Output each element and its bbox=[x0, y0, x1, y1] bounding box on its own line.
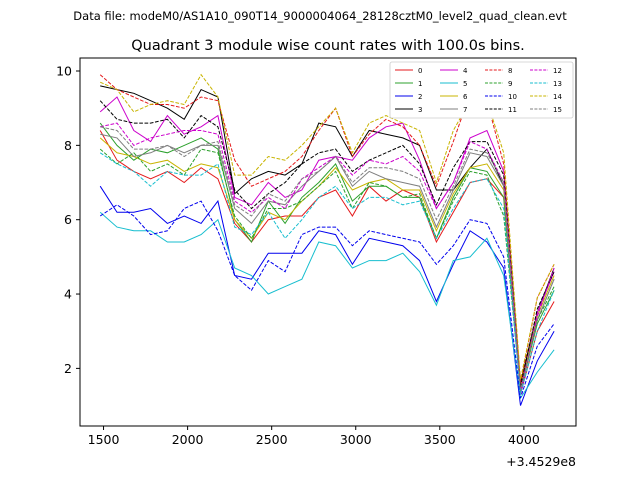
series-line-3 bbox=[100, 85, 555, 384]
y-tick-label: 6 bbox=[64, 212, 72, 227]
x-axis-offset-label: +3.4529e8 bbox=[506, 454, 576, 469]
legend-label-13: 13 bbox=[553, 80, 562, 88]
legend-label-9: 9 bbox=[508, 80, 512, 88]
legend-label-8: 8 bbox=[508, 67, 512, 75]
y-axis: 2 4 6 8 10 bbox=[56, 64, 80, 376]
series-line-9 bbox=[99, 148, 555, 391]
x-tick-label: 3500 bbox=[424, 432, 456, 447]
y-tick-label: 4 bbox=[64, 287, 72, 302]
legend-label-3: 3 bbox=[418, 106, 422, 114]
legend-label-6: 6 bbox=[463, 93, 468, 101]
legend-label-12: 12 bbox=[553, 67, 562, 75]
y-tick-label: 10 bbox=[56, 64, 72, 79]
y-tick-label: 8 bbox=[64, 138, 72, 153]
chart-title: Quadrant 3 module wise count rates with … bbox=[131, 38, 525, 54]
legend-label-1: 1 bbox=[418, 80, 422, 88]
series-line-6 bbox=[99, 137, 555, 388]
x-tick-label: 1500 bbox=[88, 432, 120, 447]
legend-label-15: 15 bbox=[553, 106, 562, 114]
x-tick-label: 4000 bbox=[508, 432, 540, 447]
x-tick-label: 3000 bbox=[340, 432, 372, 447]
legend-label-7: 7 bbox=[463, 106, 467, 114]
legend-label-5: 5 bbox=[463, 80, 467, 88]
legend-label-0: 0 bbox=[418, 67, 422, 75]
series-line-14 bbox=[99, 73, 555, 380]
series-line-11 bbox=[99, 100, 555, 388]
x-tick-label: 2500 bbox=[256, 432, 288, 447]
series-line-13 bbox=[99, 152, 555, 395]
series-line-5 bbox=[99, 211, 555, 400]
plot-area-frame bbox=[79, 57, 577, 427]
legend-label-11: 11 bbox=[508, 106, 517, 114]
y-tick-label: 2 bbox=[64, 361, 72, 376]
legend-label-2: 2 bbox=[418, 93, 422, 101]
x-tick-label: 2000 bbox=[172, 432, 204, 447]
x-axis: 1500 2000 2500 3000 3500 4000 bbox=[88, 426, 540, 447]
legend-box bbox=[389, 61, 574, 119]
series-line-4 bbox=[99, 96, 555, 395]
legend-label-14: 14 bbox=[553, 93, 562, 101]
series-line-15 bbox=[100, 126, 555, 391]
series-line-12 bbox=[100, 122, 555, 391]
series-line-10 bbox=[99, 200, 555, 399]
data-file-header: Data file: modeM0/AS1A10_090T14_90000040… bbox=[73, 9, 567, 23]
legend-label-4: 4 bbox=[463, 67, 468, 75]
legend-label-10: 10 bbox=[508, 93, 517, 101]
